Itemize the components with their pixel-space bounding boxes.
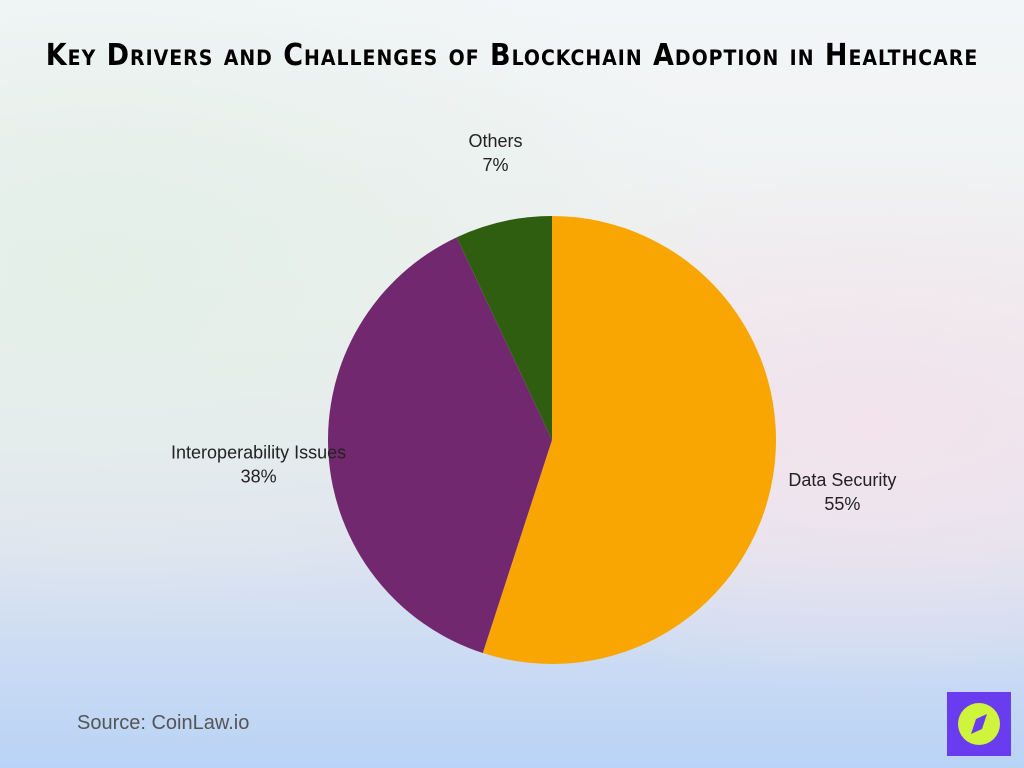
pie-slice-others [456, 216, 552, 440]
chart-title: Key Drivers and Challenges of Blockchain… [45, 38, 979, 73]
slice-value-label: 38% [241, 466, 277, 486]
slice-label: Data Security [788, 470, 896, 490]
logo [947, 692, 1011, 756]
source-text: Source: CoinLaw.io [77, 712, 250, 734]
compass-icon [958, 703, 1000, 745]
slice-value-label: 7% [482, 155, 508, 175]
slice-label: Others [468, 131, 522, 151]
slice-label: Interoperability Issues [171, 442, 346, 462]
pie-slice-data-security [482, 216, 776, 664]
pie-slice-interoperability-issues [327, 237, 552, 654]
slice-value-label: 55% [824, 494, 860, 514]
